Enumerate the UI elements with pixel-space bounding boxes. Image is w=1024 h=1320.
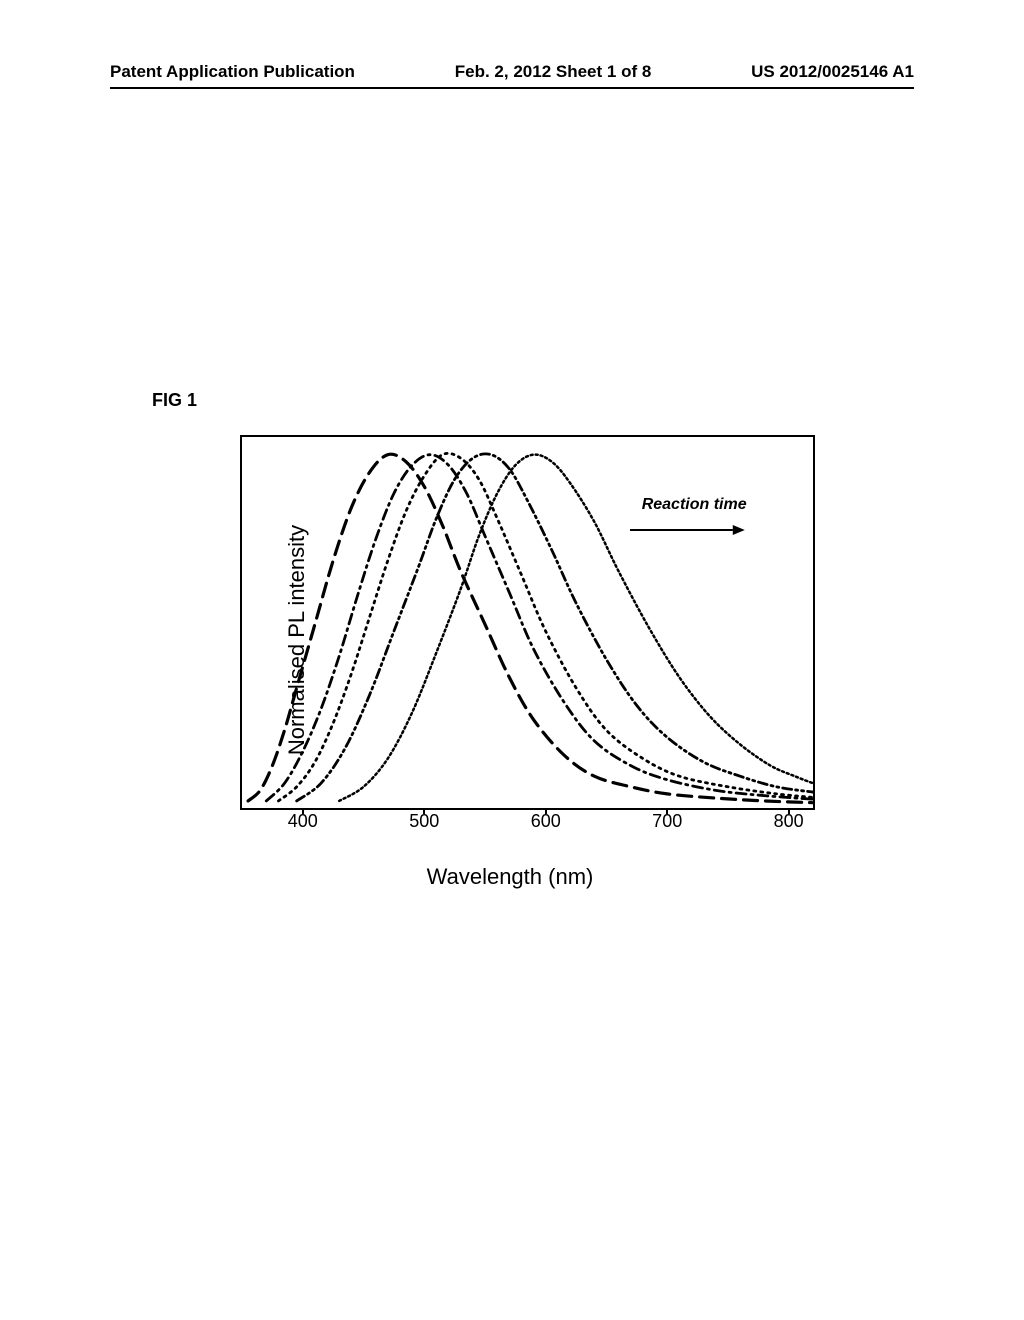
x-tick-label: 400 <box>288 811 318 832</box>
header-center: Feb. 2, 2012 Sheet 1 of 8 <box>455 62 652 82</box>
reaction-time-label: Reaction time <box>642 496 747 514</box>
curves-svg <box>242 437 813 808</box>
x-axis-label: Wavelength (nm) <box>427 864 594 890</box>
x-tick-label: 600 <box>531 811 561 832</box>
header-right: US 2012/0025146 A1 <box>751 62 914 82</box>
figure-label: FIG 1 <box>152 390 197 411</box>
reaction-time-arrow <box>630 522 747 538</box>
header-underline <box>110 87 914 89</box>
x-tick-label: 700 <box>652 811 682 832</box>
plot-area: Reaction time 400500600700800 <box>240 435 815 810</box>
x-tick-label: 800 <box>774 811 804 832</box>
header-left: Patent Application Publication <box>110 62 355 82</box>
pl-spectra-chart: Normalised PL intensity Reaction time 40… <box>200 430 820 850</box>
x-tick-label: 500 <box>409 811 439 832</box>
